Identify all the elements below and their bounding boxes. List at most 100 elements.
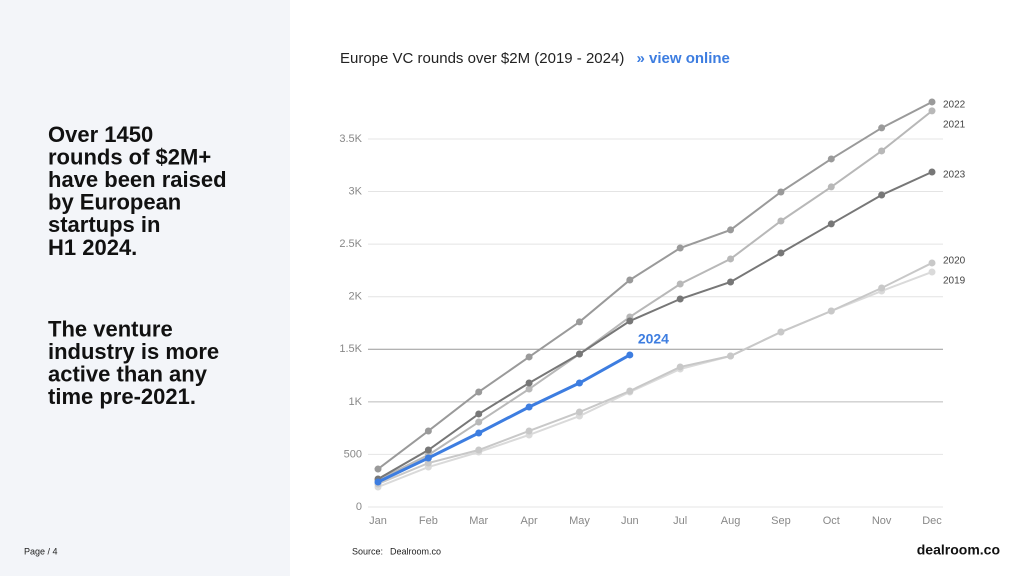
x-tick-label: May <box>569 515 590 527</box>
lead-line: rounds of $2M+ <box>48 144 211 169</box>
data-point <box>676 363 684 371</box>
lead-line: startups in <box>48 212 160 237</box>
data-point <box>374 465 382 473</box>
chart-title: Europe VC rounds over $2M (2019 - 2024) … <box>340 50 730 67</box>
series-label: 2020 <box>943 256 966 267</box>
y-tick-label: 3K <box>349 185 363 197</box>
data-point <box>374 478 382 486</box>
data-point <box>777 249 785 257</box>
data-point <box>424 446 432 454</box>
series-label: 2022 <box>943 100 966 111</box>
lead-line: time pre-2021. <box>48 384 196 409</box>
y-tick-label: 1.5K <box>339 343 362 355</box>
data-point <box>878 124 886 132</box>
x-tick-label: Jun <box>621 515 639 527</box>
data-point <box>575 408 583 416</box>
data-point <box>878 147 886 155</box>
series-line <box>377 101 933 470</box>
lead-line: by European <box>48 190 181 215</box>
data-point <box>827 220 835 228</box>
data-point <box>727 278 735 286</box>
data-point <box>777 217 785 225</box>
data-point <box>727 226 735 234</box>
series-label: 2024 <box>638 331 669 347</box>
data-point <box>878 284 886 292</box>
data-point <box>525 379 533 387</box>
y-tick-label: 2K <box>349 291 363 303</box>
y-tick-label: 2.5K <box>339 238 362 250</box>
view-online-link[interactable]: » view online <box>637 50 730 67</box>
data-point <box>575 318 583 326</box>
x-tick-label: Jul <box>673 515 687 527</box>
data-point <box>777 328 785 336</box>
lead-line: The venture <box>48 316 173 341</box>
plot: 0 500 1K 1.5K 2K 2.5K 3K 3.5K Jan Feb Mar Apr May Jun… <box>339 98 966 527</box>
data-point <box>475 388 483 396</box>
data-point <box>575 379 583 387</box>
x-tick-label: Dec <box>922 515 942 527</box>
y-tick-label: 1K <box>349 396 363 408</box>
lead-line: active than any <box>48 362 208 387</box>
data-point <box>777 188 785 196</box>
data-point <box>676 295 684 303</box>
data-point <box>676 244 684 252</box>
data-point <box>424 454 432 462</box>
x-tick-label: Apr <box>521 515 538 527</box>
data-point <box>676 280 684 288</box>
series-line <box>377 171 933 480</box>
source-label: Source: <box>352 546 383 556</box>
data-point <box>727 255 735 263</box>
series-label: 2023 <box>943 170 966 181</box>
data-point <box>827 155 835 163</box>
data-point <box>475 446 483 454</box>
data-point <box>475 429 483 437</box>
lead-line: industry is more <box>48 339 219 364</box>
page-number: Page / 4 <box>24 546 58 556</box>
data-point <box>928 98 936 106</box>
side-panel <box>0 0 290 576</box>
data-point <box>525 385 533 393</box>
data-point <box>928 107 936 115</box>
data-point <box>525 403 533 411</box>
series-line <box>377 110 933 481</box>
data-point <box>626 387 634 395</box>
data-point <box>575 350 583 358</box>
lead-line: have been raised <box>48 167 227 192</box>
x-tick-label: Nov <box>872 515 892 527</box>
chart-title-text: Europe VC rounds over $2M (2019 - 2024) <box>340 50 624 67</box>
data-point <box>928 259 936 267</box>
series-label: 2021 <box>943 120 966 131</box>
data-point <box>878 191 886 199</box>
series-line <box>377 353 631 484</box>
data-point <box>424 427 432 435</box>
data-point <box>626 317 634 325</box>
data-point <box>424 459 432 467</box>
source: Dealroom.co <box>390 546 441 556</box>
x-tick-label: Aug <box>721 515 741 527</box>
data-point <box>475 418 483 426</box>
x-tick-label: Oct <box>823 515 840 527</box>
data-point <box>475 410 483 418</box>
x-tick-label: Mar <box>469 515 488 527</box>
lead-line: Over 1450 <box>48 122 153 147</box>
lead-line: H1 2024. <box>48 235 137 260</box>
x-tick-label: Feb <box>419 515 438 527</box>
y-tick-label: 0 <box>356 501 362 513</box>
data-point <box>525 427 533 435</box>
x-tick-label: Sep <box>771 515 791 527</box>
data-point <box>928 168 936 176</box>
data-point <box>626 351 634 359</box>
data-point <box>727 352 735 360</box>
data-point <box>827 183 835 191</box>
logo: dealroom.co <box>917 542 1000 558</box>
y-tick-label: 3.5K <box>339 133 362 145</box>
series-label: 2019 <box>943 276 966 287</box>
data-point <box>827 307 835 315</box>
data-point <box>525 353 533 361</box>
x-tick-label: Jan <box>369 515 387 527</box>
data-point <box>928 268 936 276</box>
y-tick-label: 500 <box>344 448 362 460</box>
series-line <box>377 262 933 485</box>
